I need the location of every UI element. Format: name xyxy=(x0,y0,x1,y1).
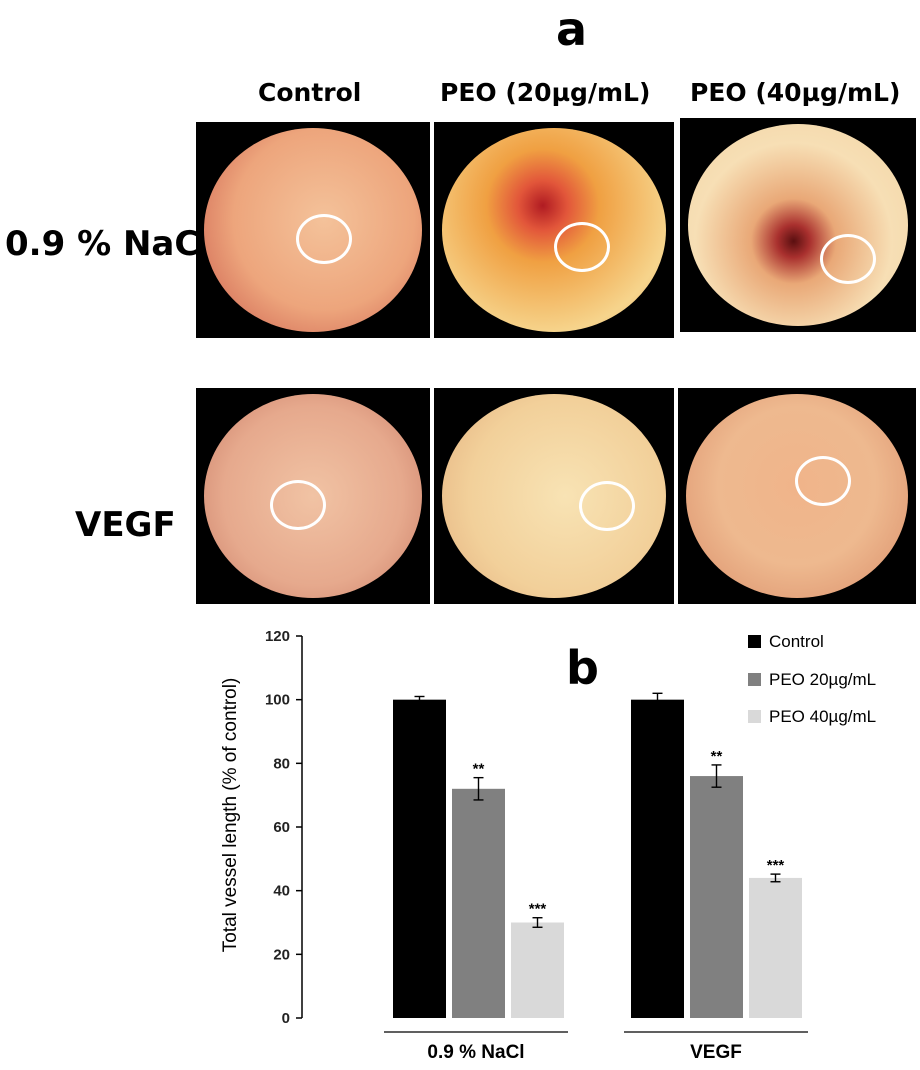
y-tick-label: 40 xyxy=(273,883,290,900)
significance-marker: *** xyxy=(529,901,547,918)
region-marker-ring xyxy=(579,481,635,531)
bar xyxy=(393,699,446,1018)
x-category-label: VEGF xyxy=(690,1042,742,1063)
significance-marker: ** xyxy=(711,748,723,765)
photo-vegf-control xyxy=(196,388,430,604)
y-tick-label: 100 xyxy=(265,692,290,709)
region-marker-ring xyxy=(296,214,352,264)
row-header-vegf: VEGF xyxy=(75,505,176,545)
region-marker-ring xyxy=(554,222,610,272)
column-header-control: Control xyxy=(258,78,362,107)
bar xyxy=(749,877,802,1018)
region-marker-ring xyxy=(795,456,851,506)
y-tick-label: 0 xyxy=(282,1010,290,1027)
photo-vegf-peo20 xyxy=(434,388,674,604)
bar xyxy=(511,922,564,1018)
y-tick-label: 60 xyxy=(273,819,290,836)
y-tick-label: 80 xyxy=(273,755,290,772)
column-header-peo-40: PEO (40µg/mL) xyxy=(690,78,901,107)
bar xyxy=(631,699,684,1018)
y-axis-label: Total vessel length (% of control) xyxy=(220,678,241,953)
photo-nacl-control xyxy=(196,122,430,338)
legend-swatch xyxy=(748,710,761,723)
region-marker-ring xyxy=(820,234,876,284)
legend-label: Control xyxy=(769,632,824,651)
panel-a-label: a xyxy=(556,2,588,56)
photo-nacl-peo40 xyxy=(680,118,916,332)
region-marker-ring xyxy=(270,480,326,530)
legend-swatch xyxy=(748,673,761,686)
significance-marker: ** xyxy=(473,761,485,778)
x-category-label: 0.9 % NaCl xyxy=(427,1042,524,1063)
significance-marker: *** xyxy=(767,857,785,874)
row-header-nacl: 0.9 % NaCl xyxy=(5,224,211,264)
legend-label: PEO 40µg/mL xyxy=(769,707,876,726)
bar xyxy=(690,776,743,1018)
bar xyxy=(452,788,505,1018)
panel-b-label: b xyxy=(566,641,599,695)
legend-swatch xyxy=(748,635,761,648)
photo-vegf-peo40 xyxy=(678,388,916,604)
photo-nacl-peo20 xyxy=(434,122,674,338)
legend-label: PEO 20µg/mL xyxy=(769,670,876,689)
y-tick-label: 20 xyxy=(273,946,290,963)
y-tick-label: 120 xyxy=(265,628,290,645)
column-header-peo-20: PEO (20µg/mL) xyxy=(440,78,651,107)
